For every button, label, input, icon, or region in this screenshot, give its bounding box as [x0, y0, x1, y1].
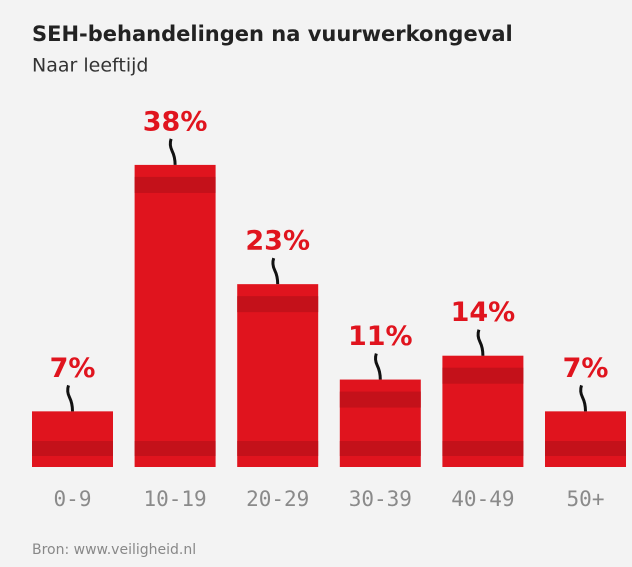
- bar-band: [339, 391, 421, 408]
- bar-band: [134, 176, 216, 193]
- fuse: [271, 257, 280, 285]
- value-label: 7%: [50, 353, 96, 384]
- value-label: 38%: [143, 106, 208, 137]
- bar: [32, 411, 113, 467]
- fuse: [579, 384, 587, 412]
- x-tick-label: 30-39: [349, 487, 412, 511]
- x-tick-label: 40-49: [451, 487, 514, 511]
- fuse: [476, 329, 485, 356]
- value-label: 23%: [245, 226, 310, 257]
- bar-band: [237, 441, 319, 456]
- bar-band: [134, 441, 216, 456]
- bar-band: [339, 441, 421, 456]
- value-label: 7%: [563, 353, 609, 384]
- x-tick-label: 50+: [567, 487, 605, 511]
- source: Bron: www.veiligheid.nl: [32, 542, 196, 558]
- chart-title: SEH-behandelingen na vuurwerkongeval: [32, 22, 513, 46]
- chart-subtitle: Naar leeftijd: [32, 55, 148, 77]
- bar-band: [32, 441, 113, 456]
- bar-band: [237, 296, 319, 313]
- x-tick-label: 20-29: [246, 487, 309, 511]
- bar-band: [545, 441, 626, 456]
- bar: [134, 164, 216, 467]
- fuse: [374, 353, 382, 380]
- fuse: [168, 138, 177, 165]
- bar: [237, 284, 319, 467]
- bar: [545, 411, 626, 467]
- bar-band: [442, 441, 524, 456]
- value-label: 11%: [348, 321, 413, 352]
- fuse: [66, 384, 74, 412]
- x-tick-label: 0-9: [54, 487, 92, 511]
- value-label: 14%: [451, 297, 516, 328]
- x-tick-label: 10-19: [143, 487, 206, 511]
- bar-band: [442, 367, 524, 384]
